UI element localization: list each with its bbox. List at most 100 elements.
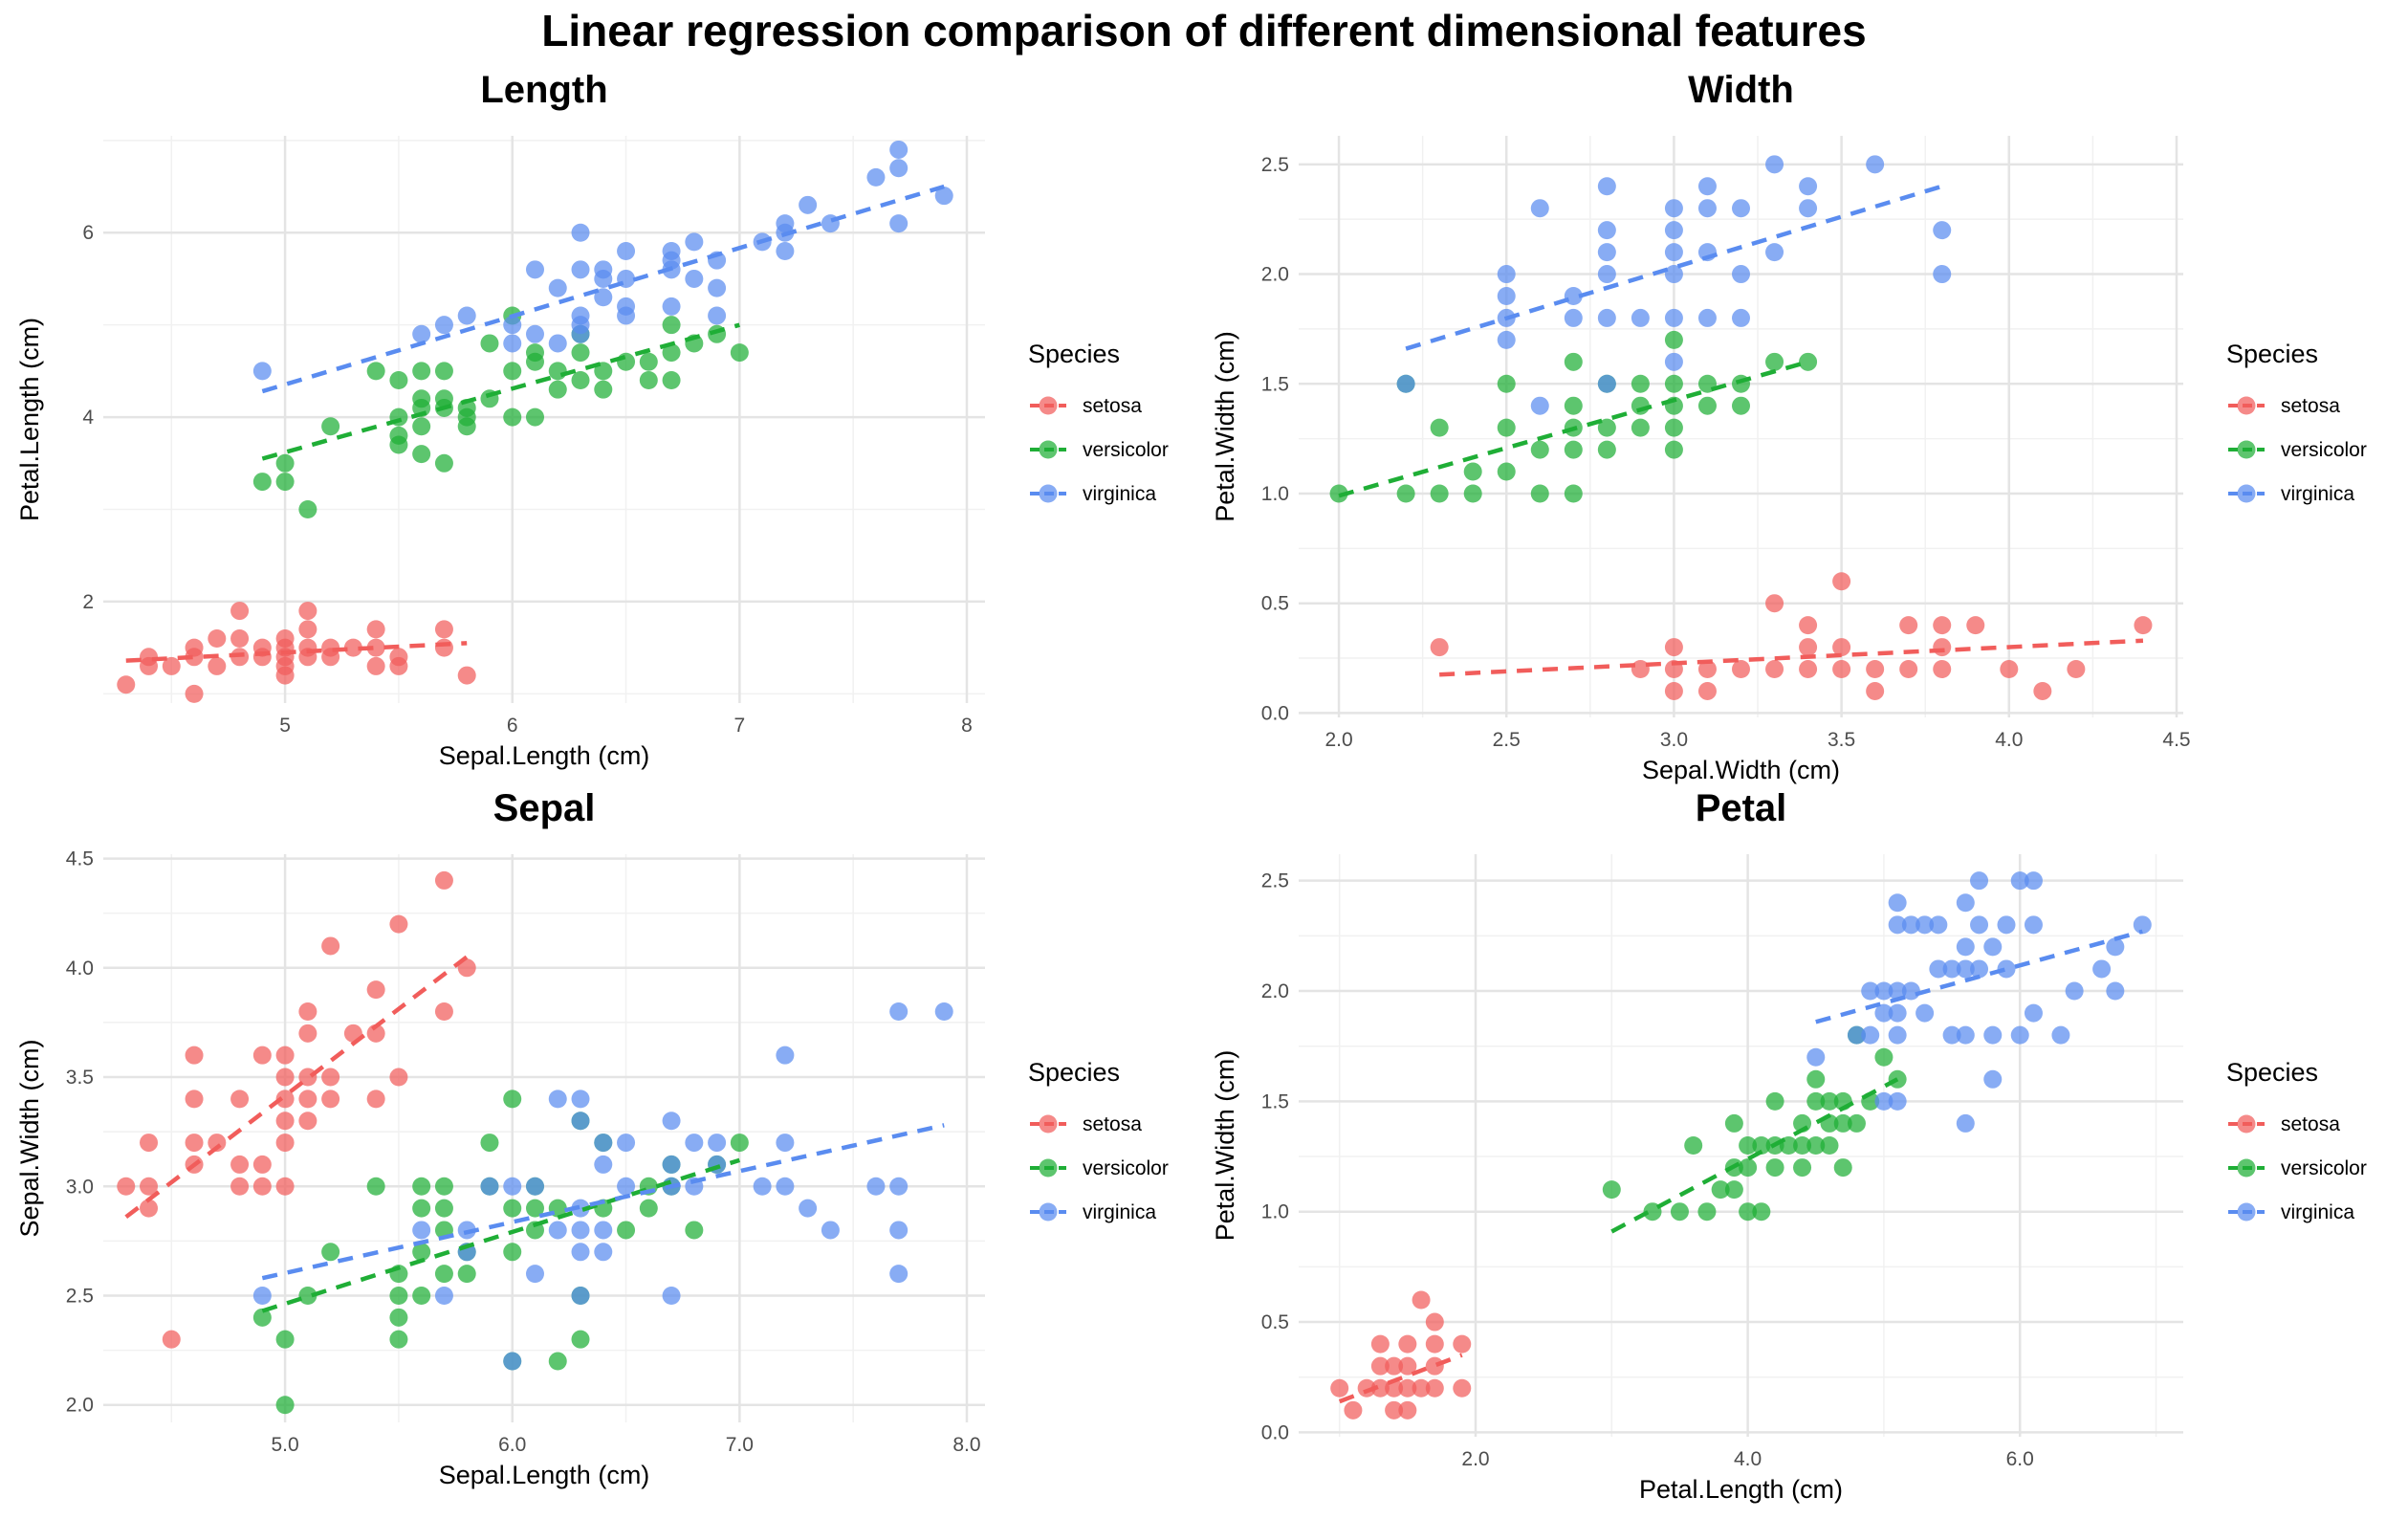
legend: Species setosa versicolor virginica	[1028, 340, 1169, 505]
point-setosa	[140, 1199, 159, 1218]
point-virginica	[866, 1177, 886, 1196]
y-tick-label: 2.5	[1261, 870, 1289, 892]
x-tick-label: 4.5	[2162, 729, 2190, 751]
point-virginica	[571, 1243, 590, 1262]
point-versicolor	[389, 1286, 408, 1305]
point-virginica	[548, 1221, 567, 1240]
y-tick-label: 0.0	[1261, 1421, 1289, 1443]
point-virginica	[571, 1199, 590, 1218]
legend-point-swatch	[1039, 1202, 1058, 1222]
y-tick-label: 2.5	[66, 1285, 94, 1307]
point-versicolor	[457, 1265, 476, 1284]
point-versicolor	[1711, 1180, 1730, 1200]
point-setosa	[1631, 660, 1650, 679]
fit-line-setosa	[1439, 638, 2144, 677]
point-versicolor	[1724, 1113, 1743, 1133]
point-virginica	[1530, 396, 1549, 415]
legend-label: virginica	[2281, 483, 2354, 505]
point-setosa	[1933, 616, 1952, 635]
point-versicolor	[275, 1330, 295, 1349]
point-setosa	[298, 620, 317, 639]
point-versicolor	[639, 352, 658, 371]
legend-label: versicolor	[1083, 1157, 1169, 1179]
point-setosa	[1357, 1378, 1376, 1398]
point-setosa	[140, 1134, 159, 1153]
point-virginica	[525, 1265, 544, 1284]
scatter-points	[1330, 871, 2152, 1420]
point-versicolor	[434, 453, 453, 473]
scatter-points	[117, 140, 953, 703]
legend-point-swatch	[2237, 1158, 2256, 1178]
x-axis-label: Petal.Length (cm)	[1639, 1475, 1843, 1504]
point-setosa	[1866, 660, 1885, 679]
point-virginica	[1929, 915, 1948, 935]
point-versicolor	[389, 371, 408, 390]
point-setosa	[1732, 660, 1750, 679]
point-setosa	[140, 1177, 159, 1196]
point-virginica	[503, 1352, 522, 1371]
point-setosa	[1866, 681, 1885, 700]
point-versicolor	[1820, 1136, 1839, 1155]
panel-sepal: 5.0 6.0 7.0 8.0 2.0 2.5 3.0 3.5 4.0 4.5 Sepal Sepal…	[15, 787, 1169, 1489]
point-virginica	[571, 223, 590, 242]
point-setosa	[1370, 1356, 1390, 1376]
point-virginica	[1597, 374, 1616, 393]
point-versicolor	[1430, 418, 1449, 437]
point-versicolor	[412, 1177, 431, 1196]
legend-label: setosa	[1083, 395, 1142, 417]
point-virginica	[594, 1243, 613, 1262]
point-virginica	[1396, 374, 1415, 393]
point-setosa	[321, 638, 340, 657]
legend-label: virginica	[2281, 1201, 2354, 1223]
point-virginica	[1866, 155, 1885, 174]
x-axis-label: Sepal.Length (cm)	[439, 1461, 650, 1489]
point-setosa	[298, 1112, 317, 1131]
point-setosa	[1899, 616, 1918, 635]
point-setosa	[298, 602, 317, 621]
point-setosa	[366, 1090, 385, 1109]
point-virginica	[571, 1090, 590, 1109]
point-versicolor	[1697, 1202, 1717, 1222]
point-versicolor	[525, 1199, 544, 1218]
point-versicolor	[1497, 462, 1516, 481]
panel-length: 5 6 7 8 2 4 6 Length Sepal.Length (cm) Petal.Leng…	[15, 69, 1169, 770]
point-setosa	[275, 1112, 295, 1131]
x-tick-label: 8.0	[952, 1434, 980, 1456]
point-versicolor	[412, 1286, 431, 1305]
point-setosa	[1398, 1334, 1417, 1354]
point-virginica	[434, 316, 453, 335]
y-tick-label: 3.0	[66, 1176, 94, 1198]
point-versicolor	[1793, 1136, 1812, 1155]
point-virginica	[1888, 893, 1907, 913]
point-virginica	[889, 1221, 908, 1240]
point-setosa	[230, 602, 250, 621]
point-virginica	[776, 214, 795, 233]
fit-line-virginica	[261, 1123, 945, 1281]
point-virginica	[2024, 915, 2043, 935]
point-virginica	[1915, 1003, 1935, 1023]
point-virginica	[2024, 871, 2043, 891]
point-setosa	[366, 656, 385, 675]
point-setosa	[1425, 1356, 1444, 1376]
legend-item-setosa: setosa	[1030, 395, 1142, 417]
point-versicolor	[1806, 1136, 1826, 1155]
point-setosa	[366, 620, 385, 639]
point-setosa	[321, 1068, 340, 1087]
point-versicolor	[389, 426, 408, 445]
point-virginica	[1901, 915, 1920, 935]
y-tick-label: 4.5	[66, 848, 94, 870]
point-versicolor	[434, 389, 453, 408]
y-axis-label: Sepal.Width (cm)	[15, 1039, 44, 1237]
legend-point-swatch	[2237, 1202, 2256, 1222]
point-versicolor	[434, 362, 453, 381]
point-virginica	[1888, 915, 1907, 935]
point-virginica	[1888, 1025, 1907, 1045]
point-virginica	[1664, 221, 1683, 240]
point-virginica	[934, 1002, 953, 1021]
point-setosa	[1370, 1334, 1390, 1354]
scatter-points	[117, 870, 953, 1415]
point-setosa	[298, 638, 317, 657]
point-versicolor	[412, 1243, 431, 1262]
point-setosa	[252, 1046, 272, 1065]
figure-title: Linear regression comparison of differen…	[541, 6, 1866, 55]
